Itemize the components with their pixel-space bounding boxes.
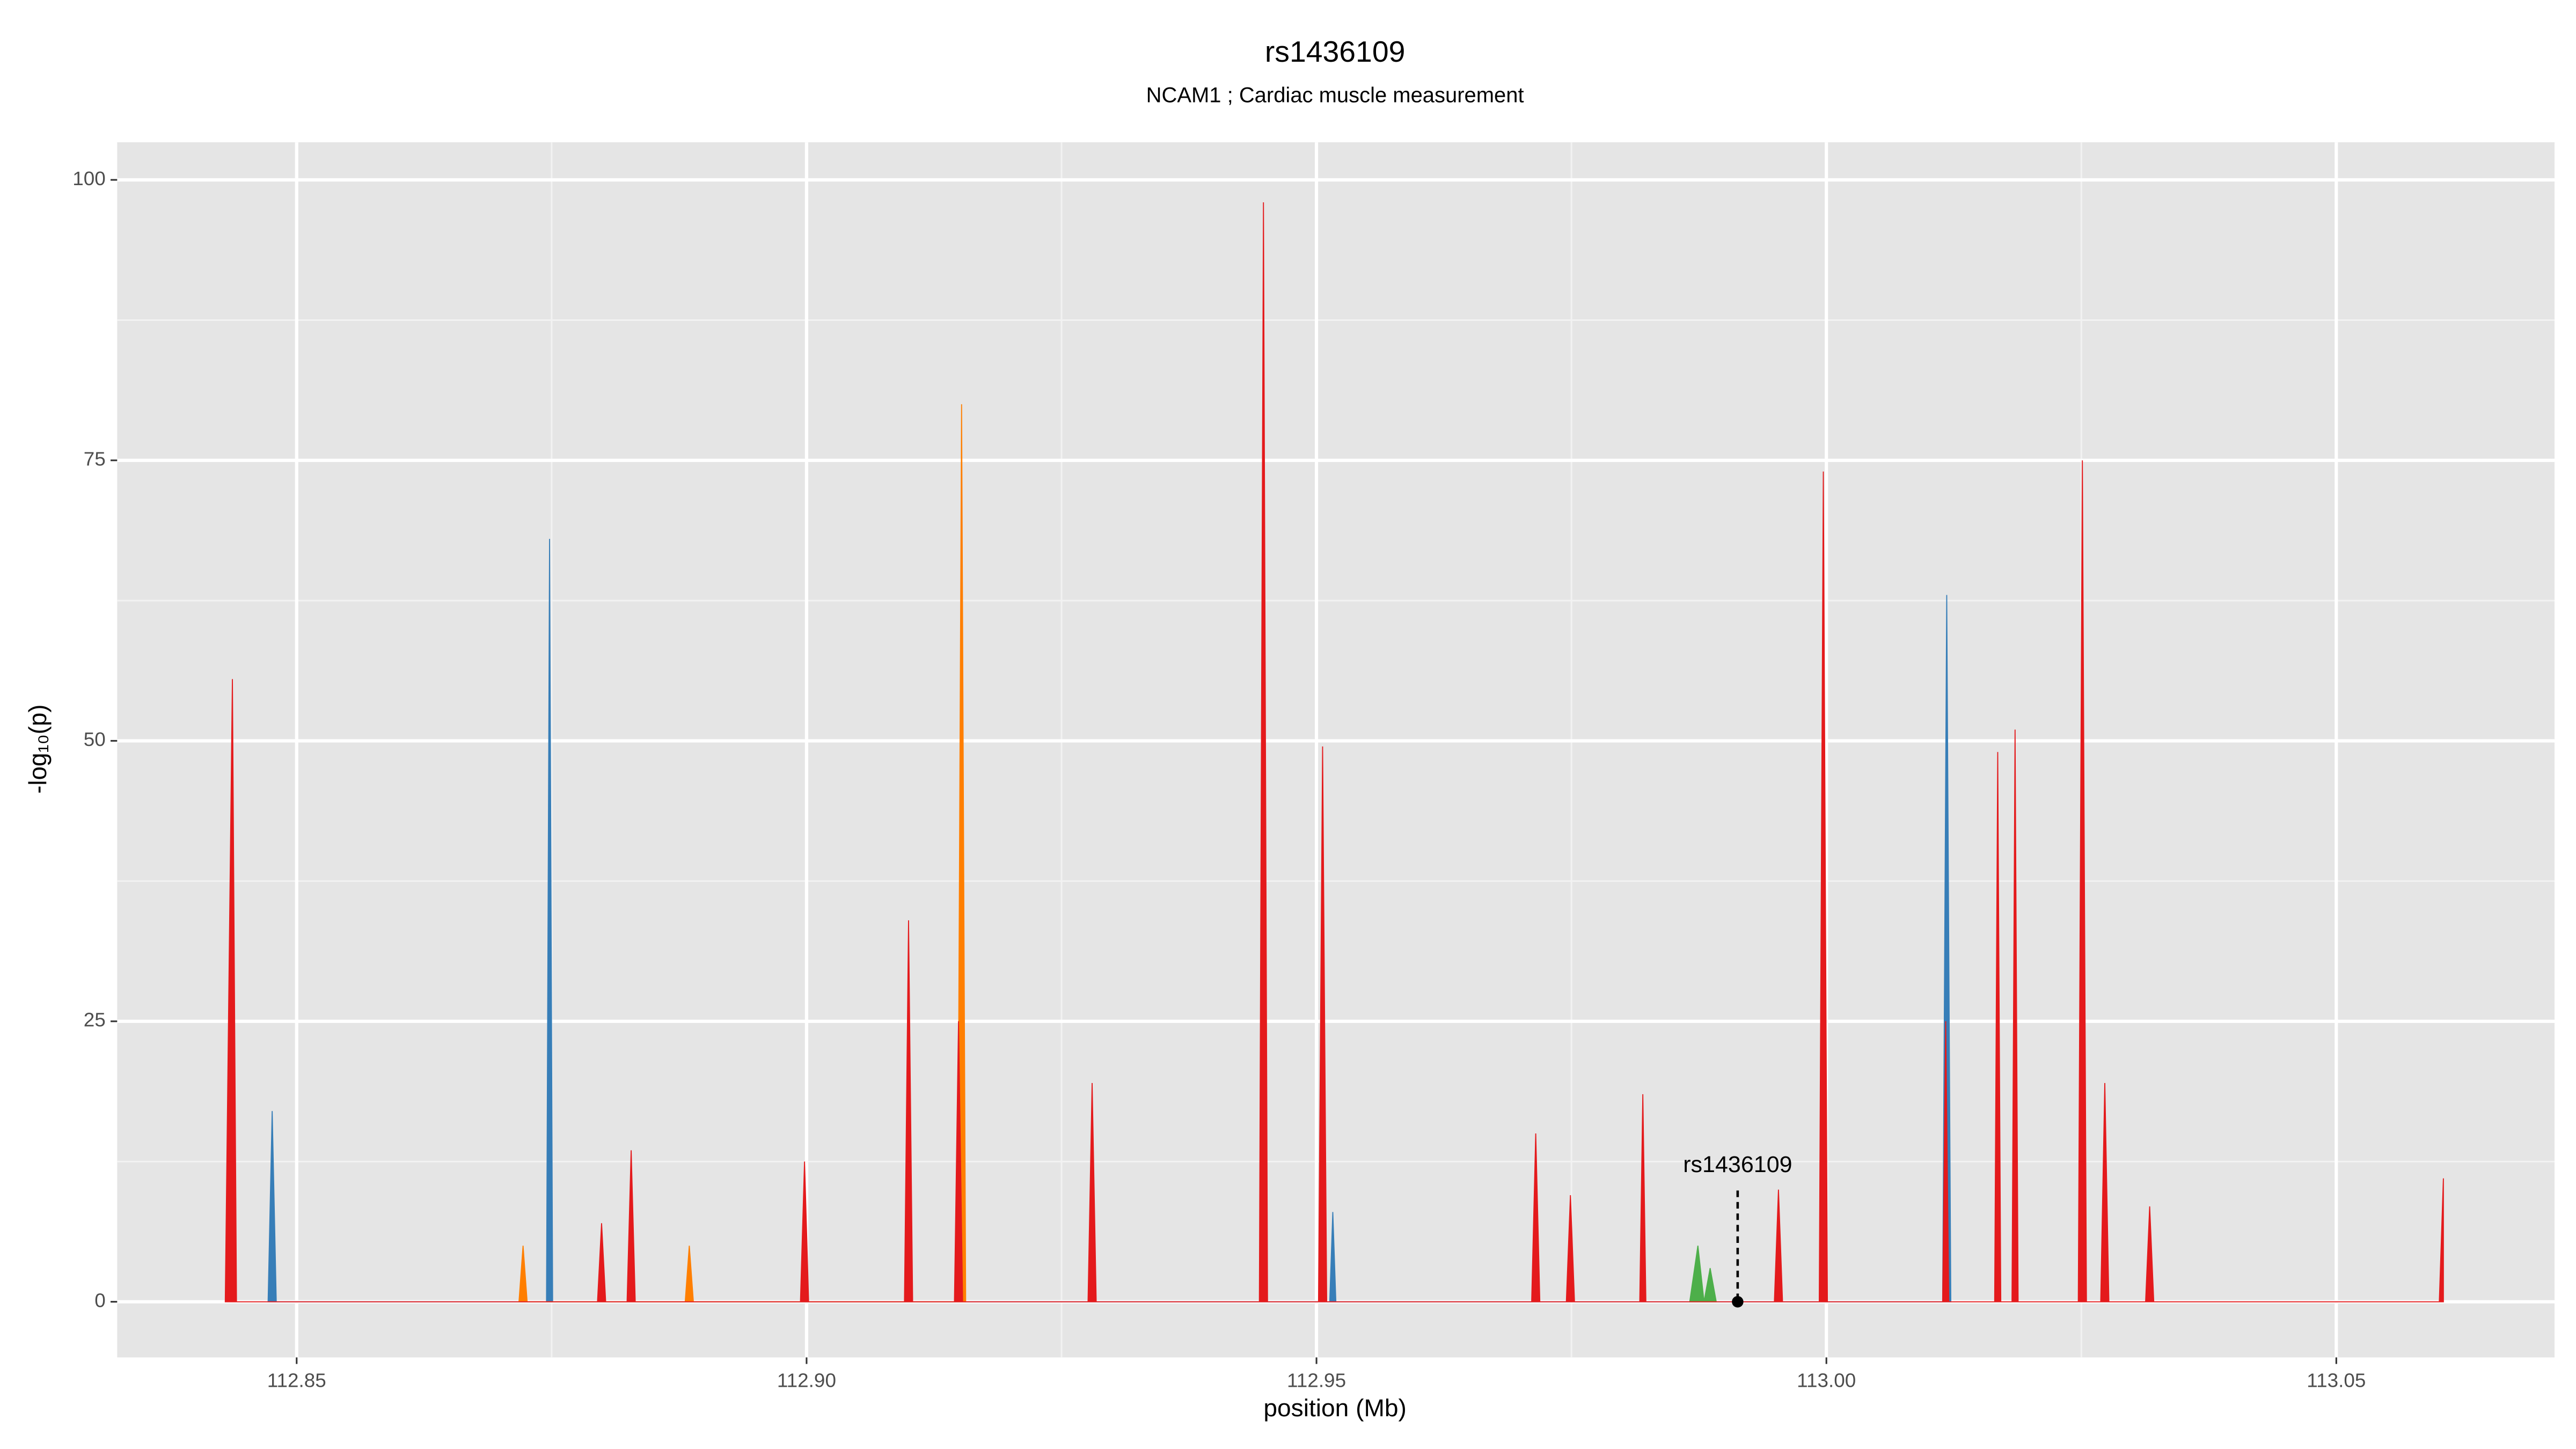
x-tick-label: 112.85 — [267, 1370, 326, 1392]
y-tick-label: 0 — [94, 1289, 106, 1311]
x-tick-label: 112.90 — [777, 1370, 836, 1392]
plot-panel — [117, 142, 2555, 1358]
annotation-point — [1732, 1296, 1744, 1308]
x-tick-label: 113.00 — [1797, 1370, 1856, 1392]
x-tick-label: 112.95 — [1287, 1370, 1346, 1392]
y-tick-label: 50 — [84, 728, 106, 750]
x-axis-label: position (Mb) — [1263, 1394, 1407, 1422]
chart-subtitle: NCAM1 ; Cardiac muscle measurement — [1146, 83, 1524, 107]
annotation-label: rs1436109 — [1683, 1152, 1792, 1177]
y-tick-label: 100 — [72, 167, 106, 189]
x-tick-label: 113.05 — [2307, 1370, 2366, 1392]
area — [518, 404, 967, 1302]
y-axis-label: -log₁₀(p) — [24, 704, 52, 793]
area — [224, 202, 2444, 1302]
y-tick-label: 75 — [84, 448, 106, 470]
chart-title: rs1436109 — [1265, 35, 1406, 68]
y-tick-label: 25 — [84, 1009, 106, 1031]
